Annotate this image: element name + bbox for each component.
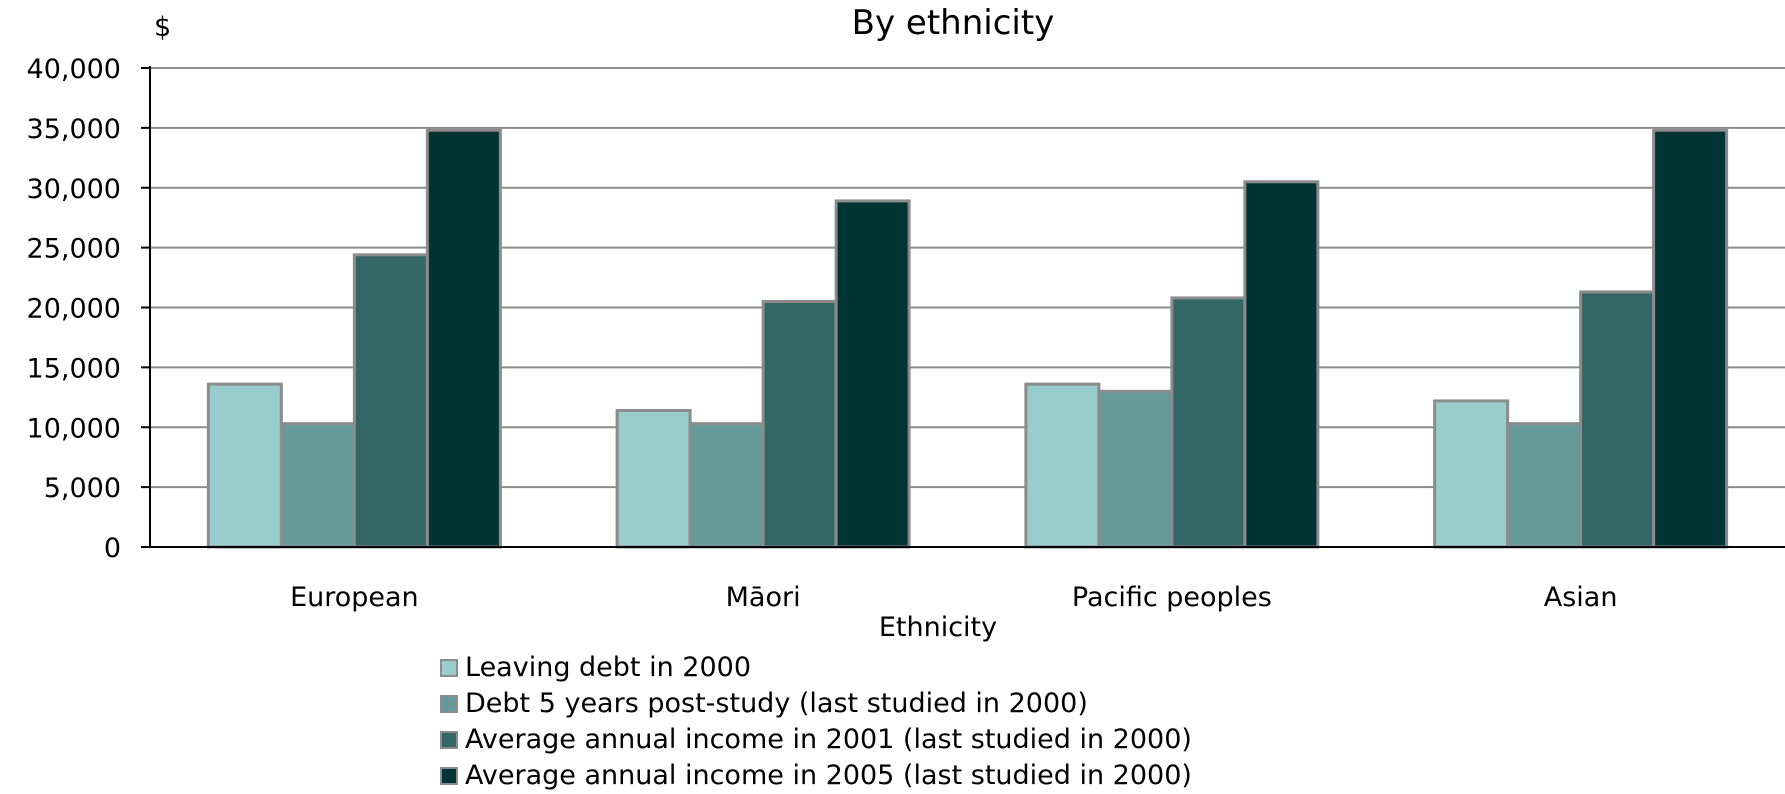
y-tick-label: 20,000	[27, 294, 121, 325]
bar	[354, 255, 427, 547]
bar	[1099, 391, 1172, 547]
bars	[208, 130, 1726, 547]
bar	[617, 410, 690, 547]
bar	[1581, 292, 1654, 547]
y-tick-label: 15,000	[27, 353, 121, 384]
bar	[1245, 182, 1318, 547]
legend-label: Debt 5 years post-study (last studied in…	[465, 686, 1088, 722]
x-axis-label: Ethnicity	[879, 612, 997, 643]
legend-swatch	[440, 659, 458, 677]
y-unit-label: $	[154, 12, 171, 43]
bar	[427, 130, 500, 547]
bar	[836, 201, 909, 547]
bar	[208, 384, 281, 547]
bar	[1654, 130, 1727, 547]
legend-swatch	[440, 731, 458, 749]
category-labels: European Māori Pacific peoples Asian	[290, 582, 1617, 613]
bar	[1508, 424, 1581, 547]
legend-item: Leaving debt in 2000	[440, 650, 1192, 686]
y-tick-label: 30,000	[27, 174, 121, 205]
bar	[763, 302, 836, 547]
x-category-label: Pacific peoples	[1072, 582, 1272, 613]
y-axis-ticks: 0 5,000 10,000 15,000 20,000 25,000 30,000 35,0…	[27, 54, 150, 564]
x-category-label: Asian	[1544, 582, 1618, 613]
x-category-label: Māori	[726, 582, 801, 613]
bar	[1172, 298, 1245, 547]
legend-label: Average annual income in 2001 (last stud…	[465, 722, 1192, 758]
y-tick-label: 0	[104, 533, 121, 564]
y-tick-label: 40,000	[27, 54, 121, 85]
x-category-label: European	[290, 582, 419, 613]
legend-item: Debt 5 years post-study (last studied in…	[440, 686, 1192, 722]
legend-swatch	[440, 695, 458, 713]
bar-chart: $ By ethnicity 0 5,000 10,000 15,000 20,000 2…	[0, 0, 1785, 650]
y-tick-label: 35,000	[27, 114, 121, 145]
legend-label: Leaving debt in 2000	[465, 650, 751, 686]
y-tick-label: 5,000	[44, 473, 121, 504]
bar	[690, 424, 763, 547]
legend-item: Average annual income in 2001 (last stud…	[440, 722, 1192, 758]
legend-swatch	[440, 767, 458, 785]
chart-title: By ethnicity	[852, 3, 1055, 43]
y-tick-label: 25,000	[27, 234, 121, 265]
bar	[1435, 401, 1508, 547]
y-tick-label: 10,000	[27, 413, 121, 444]
legend: Leaving debt in 2000 Debt 5 years post-st…	[440, 650, 1192, 794]
bar	[1026, 384, 1099, 547]
bar	[281, 424, 354, 547]
